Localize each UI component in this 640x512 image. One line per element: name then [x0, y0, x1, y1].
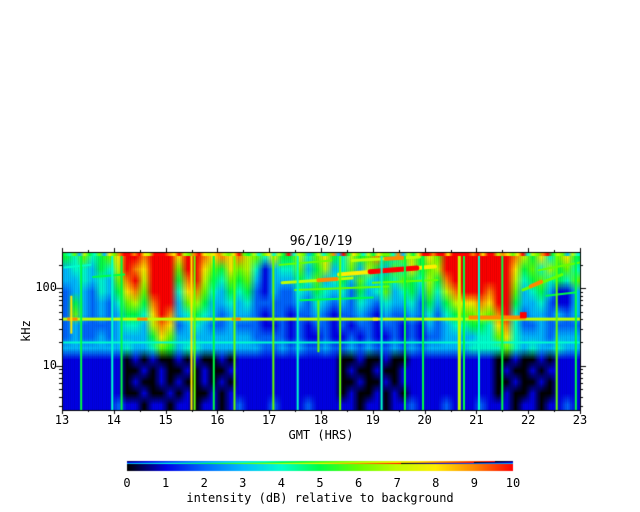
y-axis-label: kHz — [19, 320, 33, 342]
x-tick-label: 23 — [572, 413, 588, 427]
colorbar-tick-label: 5 — [316, 476, 324, 490]
x-axis-label: GMT (HRS) — [288, 428, 354, 442]
colorbar-tick-label: 6 — [354, 476, 363, 490]
colorbar-tick-label: 8 — [432, 476, 440, 490]
colorbar-tick-label: 0 — [123, 476, 131, 490]
x-tick-label: 16 — [210, 413, 225, 427]
colorbar-tick-label: 4 — [277, 476, 286, 490]
colorbar-tick-label: 10 — [505, 476, 521, 490]
x-tick-label: 15 — [158, 413, 173, 427]
colorbar-tick-label: 1 — [161, 476, 170, 490]
colorbar-tick-label: 2 — [200, 476, 208, 490]
colorbar-tick-label: 9 — [470, 476, 479, 490]
colorbar-tick-label: 3 — [239, 476, 247, 490]
x-tick-label: 18 — [313, 413, 329, 427]
plot-title: 96/10/19 — [289, 234, 353, 249]
colorbar-tick-label: 7 — [393, 476, 401, 490]
x-tick-label: 17 — [261, 413, 277, 427]
x-tick-label: 20 — [417, 413, 432, 427]
x-tick-label: 19 — [365, 413, 381, 427]
y-tick-label: 10 — [42, 357, 57, 372]
x-tick-label: 14 — [106, 413, 122, 427]
x-tick-label: 21 — [469, 413, 484, 427]
y-tick-label: 100 — [35, 280, 57, 295]
x-tick-label: 13 — [54, 413, 70, 427]
colorbar-label: intensity (dB) relative to background — [186, 491, 454, 505]
x-tick-label: 22 — [520, 413, 536, 427]
